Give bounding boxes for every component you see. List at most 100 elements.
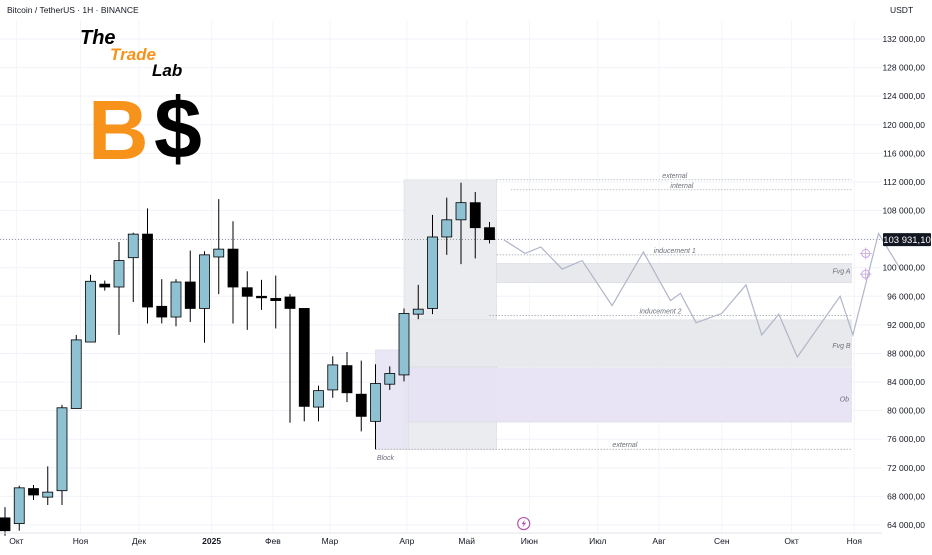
candle[interactable] (370, 364, 381, 450)
fvg-a-zone (496, 263, 852, 284)
bitcoin-logo-icon: B (88, 83, 149, 177)
last-price-badge: 103 931,10 (883, 233, 931, 247)
time-tick-label: Июл (589, 536, 606, 546)
candle-body (56, 407, 68, 492)
candle[interactable] (355, 360, 367, 432)
candle-body (0, 517, 11, 532)
candle[interactable] (113, 241, 125, 335)
candle[interactable] (13, 485, 25, 531)
time-tick-label: Окт (9, 536, 23, 546)
candle[interactable] (256, 279, 267, 310)
candle-body (213, 248, 225, 258)
candle[interactable] (384, 366, 396, 390)
time-tick-label: 2025 (202, 536, 221, 546)
candle[interactable] (142, 208, 153, 324)
candle[interactable] (0, 507, 11, 536)
price-tick-label: 88 000,00 (887, 348, 925, 358)
candles-layer[interactable] (0, 182, 495, 536)
candle-body (256, 295, 267, 299)
candle[interactable] (412, 284, 424, 320)
candle-body (13, 487, 25, 524)
candle[interactable] (127, 232, 139, 303)
internal-label: internal (670, 183, 693, 190)
zone-label: Block (377, 455, 395, 462)
price-tick-label: 72 000,00 (887, 463, 925, 473)
price-tick-label: 92 000,00 (887, 320, 925, 330)
candle[interactable] (56, 404, 68, 505)
candle-body (270, 298, 282, 301)
candle-body (99, 283, 111, 288)
time-tick-label: Май (458, 536, 475, 546)
candle[interactable] (484, 221, 495, 244)
candle[interactable] (313, 385, 324, 422)
candle[interactable] (441, 197, 453, 255)
candle[interactable] (469, 191, 481, 259)
candle-body (241, 287, 253, 297)
time-tick-label: Фев (265, 536, 281, 546)
logo-word-the: The (80, 27, 116, 49)
candle[interactable] (213, 199, 225, 295)
last-price-label: 103 931,10 (883, 235, 931, 246)
time-tick-label: Сен (714, 536, 730, 546)
candle[interactable] (42, 466, 54, 505)
candle[interactable] (398, 308, 410, 382)
lightning-icon (521, 519, 527, 528)
candle[interactable] (284, 294, 296, 423)
candle[interactable] (85, 274, 96, 343)
time-tick-label: Дек (132, 536, 146, 546)
candle[interactable] (199, 251, 210, 343)
candle-body (156, 305, 168, 318)
candle[interactable] (241, 271, 253, 330)
price-tick-label: 64 000,00 (887, 520, 925, 530)
target-marker-upper[interactable] (859, 247, 872, 260)
candle[interactable] (427, 214, 438, 315)
candle[interactable] (184, 250, 196, 323)
price-tick-label: 84 000,00 (887, 377, 925, 387)
candle-body (327, 364, 339, 391)
candle-body (384, 373, 396, 385)
candle-body (127, 233, 139, 259)
dollar-logo-icon: $ (154, 81, 202, 177)
candle[interactable] (341, 352, 353, 403)
candle[interactable] (70, 334, 82, 409)
time-axis[interactable]: Окт Ноя Дек 2025 Фев Мар Апр Май Июн Июл Авг Сен Окт… (0, 532, 882, 546)
time-tick-label: Авг (652, 536, 665, 546)
candle[interactable] (327, 356, 339, 398)
external-bottom-label: external (612, 442, 637, 449)
candle[interactable] (298, 308, 310, 422)
candle-body (298, 308, 310, 407)
candle-body (469, 202, 481, 229)
candle-body (484, 227, 495, 241)
candle[interactable] (170, 279, 182, 327)
candle[interactable] (270, 275, 282, 329)
inducement-1-label: inducement 1 (654, 248, 696, 255)
price-tick-label: 76 000,00 (887, 434, 925, 444)
zone-label: Fvg B (832, 343, 851, 350)
candle-body (412, 308, 424, 315)
candle-body (170, 281, 182, 318)
event-icon[interactable] (517, 516, 531, 531)
fvg-b-zone (407, 319, 852, 367)
candle[interactable] (156, 279, 168, 324)
ob-zone (407, 367, 852, 423)
target-marker-lower[interactable] (859, 268, 872, 281)
price-axis[interactable]: 132 000,00 128 000,00 124 000,00 120 000,00… (882, 34, 925, 530)
candle-body (370, 383, 381, 422)
candle[interactable] (455, 182, 467, 265)
zone-label: Ob (840, 396, 849, 403)
candle-body (441, 219, 453, 238)
candle[interactable] (99, 280, 111, 291)
candle[interactable] (28, 484, 39, 500)
marker-layer[interactable] (859, 247, 872, 281)
annotation-layer: external internal inducement 1 inducement 2… (377, 173, 851, 462)
projection-path (503, 231, 902, 359)
price-tick-label: 116 000,00 (883, 148, 925, 158)
candle-body (227, 248, 239, 288)
time-tick-label: Окт (784, 536, 798, 546)
candle-body (455, 202, 467, 221)
price-tick-label: 100 000,00 (882, 263, 925, 273)
candle-body (355, 393, 367, 417)
candle[interactable] (227, 221, 239, 324)
